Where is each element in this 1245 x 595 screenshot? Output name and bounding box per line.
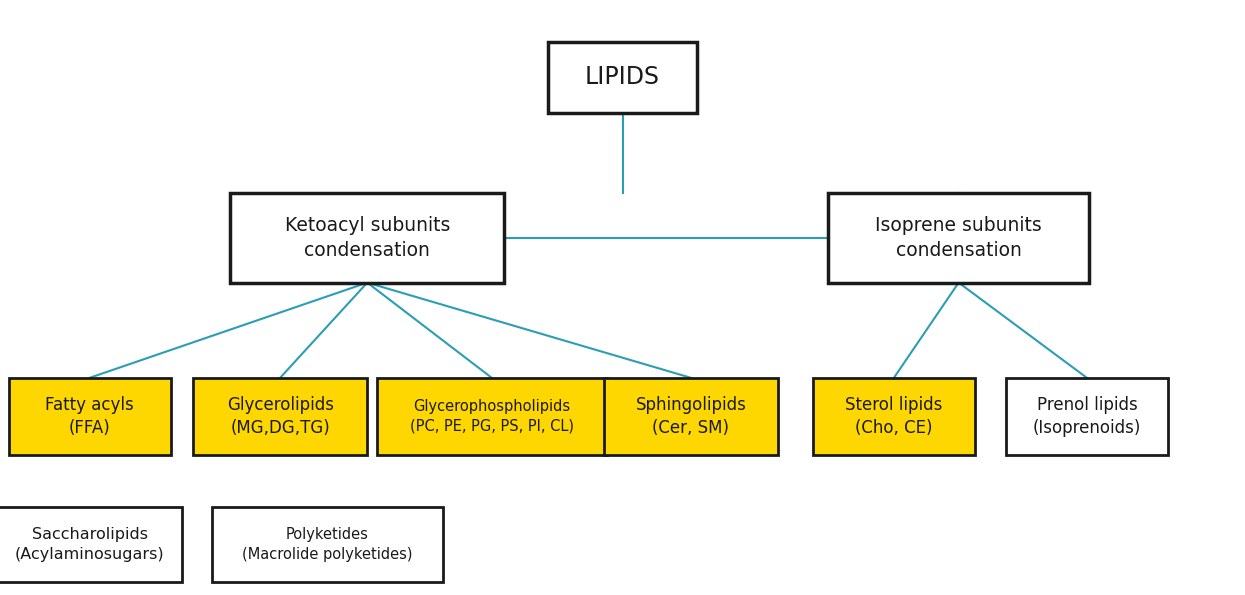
FancyBboxPatch shape [230,193,504,283]
Text: Sphingolipids
(Cer, SM): Sphingolipids (Cer, SM) [635,396,747,437]
FancyBboxPatch shape [0,507,182,582]
FancyBboxPatch shape [377,378,608,455]
Text: Polyketides
(Macrolide polyketides): Polyketides (Macrolide polyketides) [243,527,412,562]
FancyBboxPatch shape [813,378,975,455]
Text: Glycerolipids
(MG,DG,TG): Glycerolipids (MG,DG,TG) [227,396,334,437]
FancyBboxPatch shape [1006,378,1168,455]
Text: Sterol lipids
(Cho, CE): Sterol lipids (Cho, CE) [845,396,942,437]
FancyBboxPatch shape [193,378,367,455]
Text: LIPIDS: LIPIDS [585,65,660,89]
FancyBboxPatch shape [9,378,171,455]
Text: Glycerophospholipids
(PC, PE, PG, PS, PI, CL): Glycerophospholipids (PC, PE, PG, PS, PI… [410,399,574,434]
Text: Fatty acyls
(FFA): Fatty acyls (FFA) [45,396,134,437]
Text: Saccharolipids
(Acylaminosugars): Saccharolipids (Acylaminosugars) [15,527,164,562]
FancyBboxPatch shape [212,507,443,582]
FancyBboxPatch shape [828,193,1089,283]
Text: Ketoacyl subunits
condensation: Ketoacyl subunits condensation [285,216,449,260]
FancyBboxPatch shape [548,42,697,113]
Text: Isoprene subunits
condensation: Isoprene subunits condensation [875,216,1042,260]
FancyBboxPatch shape [604,378,778,455]
Text: Prenol lipids
(Isoprenoids): Prenol lipids (Isoprenoids) [1032,396,1142,437]
